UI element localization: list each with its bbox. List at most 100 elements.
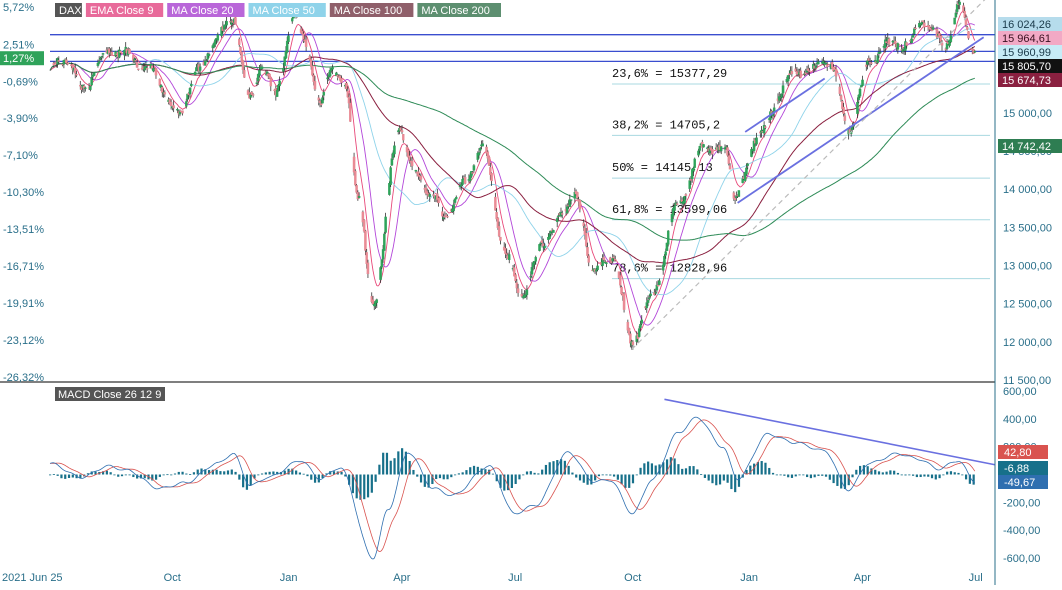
candle-body <box>622 293 626 310</box>
candle-body <box>380 259 384 268</box>
candle-body <box>534 257 537 262</box>
candle-body <box>336 74 339 77</box>
candle-body <box>655 284 659 291</box>
fib-label: 23,6% = 15377,29 <box>612 67 727 81</box>
macd-hist-bar <box>930 474 934 479</box>
candle-body <box>543 245 546 249</box>
macd-hist-bar <box>730 474 733 490</box>
macd-hist-bar <box>173 473 177 475</box>
macd-hist-bar <box>964 474 968 480</box>
macd-hist-bar <box>919 474 922 478</box>
y-tick-label: 14 000,00 <box>1003 184 1052 196</box>
macd-hist-bar <box>855 469 858 475</box>
candle-body <box>410 160 414 167</box>
candle-body <box>366 262 370 275</box>
candle-body <box>963 10 966 18</box>
candle-body <box>357 196 361 198</box>
macd-hist-bar <box>934 474 937 480</box>
candle-body <box>587 255 590 263</box>
candle-body <box>602 257 606 261</box>
macd-hist-bar <box>476 466 479 475</box>
candle-body <box>953 17 956 25</box>
candle-body <box>432 194 435 196</box>
macd-hist-bar <box>317 474 320 483</box>
candle-body <box>533 261 536 265</box>
candles-layer <box>52 0 977 350</box>
macd-hist-bar <box>707 474 710 481</box>
candle-body <box>145 67 149 70</box>
candle-body <box>444 214 448 216</box>
candle-body <box>781 85 785 94</box>
candle-body <box>481 143 485 147</box>
macd-hist-bar <box>185 473 188 475</box>
candle-body <box>335 72 338 77</box>
macd-hist-bar <box>427 474 430 488</box>
macd-hist-bar <box>677 464 680 475</box>
macd-hist-bar <box>745 469 748 475</box>
candle-body <box>619 275 622 286</box>
candle-body <box>839 95 843 100</box>
macd-hist-bar <box>166 474 169 476</box>
macd-hist-bar <box>737 474 741 487</box>
macd-hist-bar <box>488 469 491 475</box>
macd-hist-bar <box>908 474 911 476</box>
macd-hist-bar <box>101 471 105 475</box>
fib-label: 50% = 14145,13 <box>612 161 713 175</box>
candle-body <box>958 1 961 5</box>
macd-hist-bar <box>310 474 313 480</box>
macd-badge <box>998 475 1048 489</box>
candle-body <box>911 35 915 38</box>
macd-hist-bar <box>635 474 638 476</box>
legend-layer: MACD Close 26 12 9 DAX EMA Close 9 MA Close… <box>55 3 501 401</box>
candle-body <box>923 22 926 28</box>
candle-body <box>89 86 92 90</box>
candle-body <box>525 289 529 296</box>
trendline-support <box>737 36 985 204</box>
x-tick-label: Jan <box>740 572 758 584</box>
macd-hist-bar <box>469 467 472 475</box>
candle-body <box>726 147 729 156</box>
candle-body <box>954 12 958 18</box>
price-badge <box>998 73 1062 87</box>
pct-tick-label: -7,10% <box>3 150 38 162</box>
macd-y-tick-label: 600,00 <box>1003 386 1037 398</box>
candle-body <box>225 21 228 26</box>
macd-hist-bar <box>616 474 619 480</box>
candle-body <box>513 267 516 277</box>
candle-body <box>552 230 555 233</box>
macd-hist-bar <box>71 474 74 478</box>
macd-hist-bar <box>942 474 945 476</box>
candle-body <box>241 60 245 71</box>
left-pct-badge-label: 1,27% <box>3 53 34 65</box>
macd-hist-bar <box>824 474 828 477</box>
candle-body <box>388 183 391 195</box>
candle-body <box>645 302 649 309</box>
candle-body <box>436 193 439 200</box>
candle-body <box>639 324 642 328</box>
macd-hist-bar <box>230 469 233 475</box>
macd-hist-bar <box>696 469 699 475</box>
macd-hist-bar <box>408 460 411 475</box>
macd-hist-bar <box>238 474 241 480</box>
candle-body <box>693 158 696 168</box>
macd-legend-chip <box>55 387 165 401</box>
macd-hist-bar <box>60 474 63 479</box>
x-tick-label: Apr <box>854 572 871 584</box>
macd-hist-bar <box>923 474 926 477</box>
macd-hist-bar <box>605 474 608 476</box>
macd-hist-bar <box>461 472 464 475</box>
candle-body <box>540 240 544 243</box>
macd-hist-bar <box>162 474 165 476</box>
macd-hist-bar <box>276 471 279 475</box>
candle-body <box>163 92 167 95</box>
macd-hist-bar <box>139 474 143 479</box>
macd-hist-bar <box>817 474 820 476</box>
macd-hist-bar <box>495 474 498 482</box>
pct-tick-label: 5,72% <box>3 2 34 14</box>
macd-hist-bar <box>953 472 956 475</box>
macd-hist-bar <box>893 470 896 475</box>
candle-body <box>495 212 498 220</box>
candle-body <box>255 82 259 85</box>
macd-hist-bar <box>351 474 355 494</box>
macd-hist-bar <box>843 474 847 490</box>
